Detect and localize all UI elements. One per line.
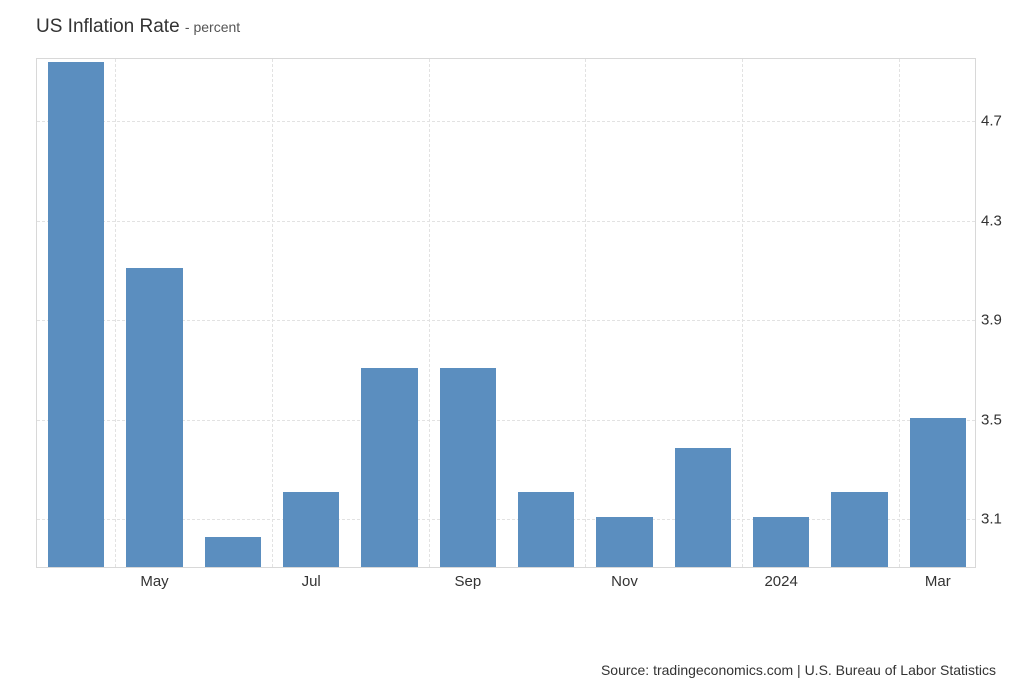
y-tick-label: 3.1 [981, 511, 1021, 528]
chart-title: US Inflation Rate - percent [36, 16, 996, 38]
x-gridline [585, 59, 586, 567]
x-tick-label: Mar [925, 573, 951, 590]
bar-aug [361, 368, 417, 567]
x-tick-label: Jul [302, 573, 321, 590]
bar-feb [831, 492, 887, 567]
title-subtitle: - percent [185, 19, 240, 35]
x-gridline [429, 59, 430, 567]
y-tick-label: 3.5 [981, 411, 1021, 428]
x-gridline [115, 59, 116, 567]
bar-mar [910, 418, 966, 567]
bar-jul [283, 492, 339, 567]
x-tick-label: May [140, 573, 168, 590]
y-tick-label: 3.9 [981, 312, 1021, 329]
bar-oct [518, 492, 574, 567]
bar-dec [675, 448, 731, 567]
bar-nov [596, 517, 652, 567]
x-gridline [742, 59, 743, 567]
bar-may [126, 268, 182, 567]
bar-jun [205, 537, 261, 567]
x-tick-label: 2024 [764, 573, 797, 590]
y-gridline [37, 221, 975, 222]
y-gridline [37, 121, 975, 122]
plot-area: 3.13.53.94.34.7MayJulSepNov2024Mar [37, 59, 975, 567]
bar-sep [440, 368, 496, 567]
x-gridline [899, 59, 900, 567]
x-tick-label: Nov [611, 573, 638, 590]
y-tick-label: 4.7 [981, 113, 1021, 130]
source-attribution: Source: tradingeconomics.com | U.S. Bure… [601, 662, 996, 678]
bar-apr [48, 62, 104, 567]
inflation-bar-chart: 3.13.53.94.34.7MayJulSepNov2024Mar [36, 58, 976, 568]
title-text: US Inflation Rate [36, 16, 180, 37]
x-gridline [272, 59, 273, 567]
y-tick-label: 4.3 [981, 212, 1021, 229]
bar-jan [753, 517, 809, 567]
x-tick-label: Sep [454, 573, 481, 590]
